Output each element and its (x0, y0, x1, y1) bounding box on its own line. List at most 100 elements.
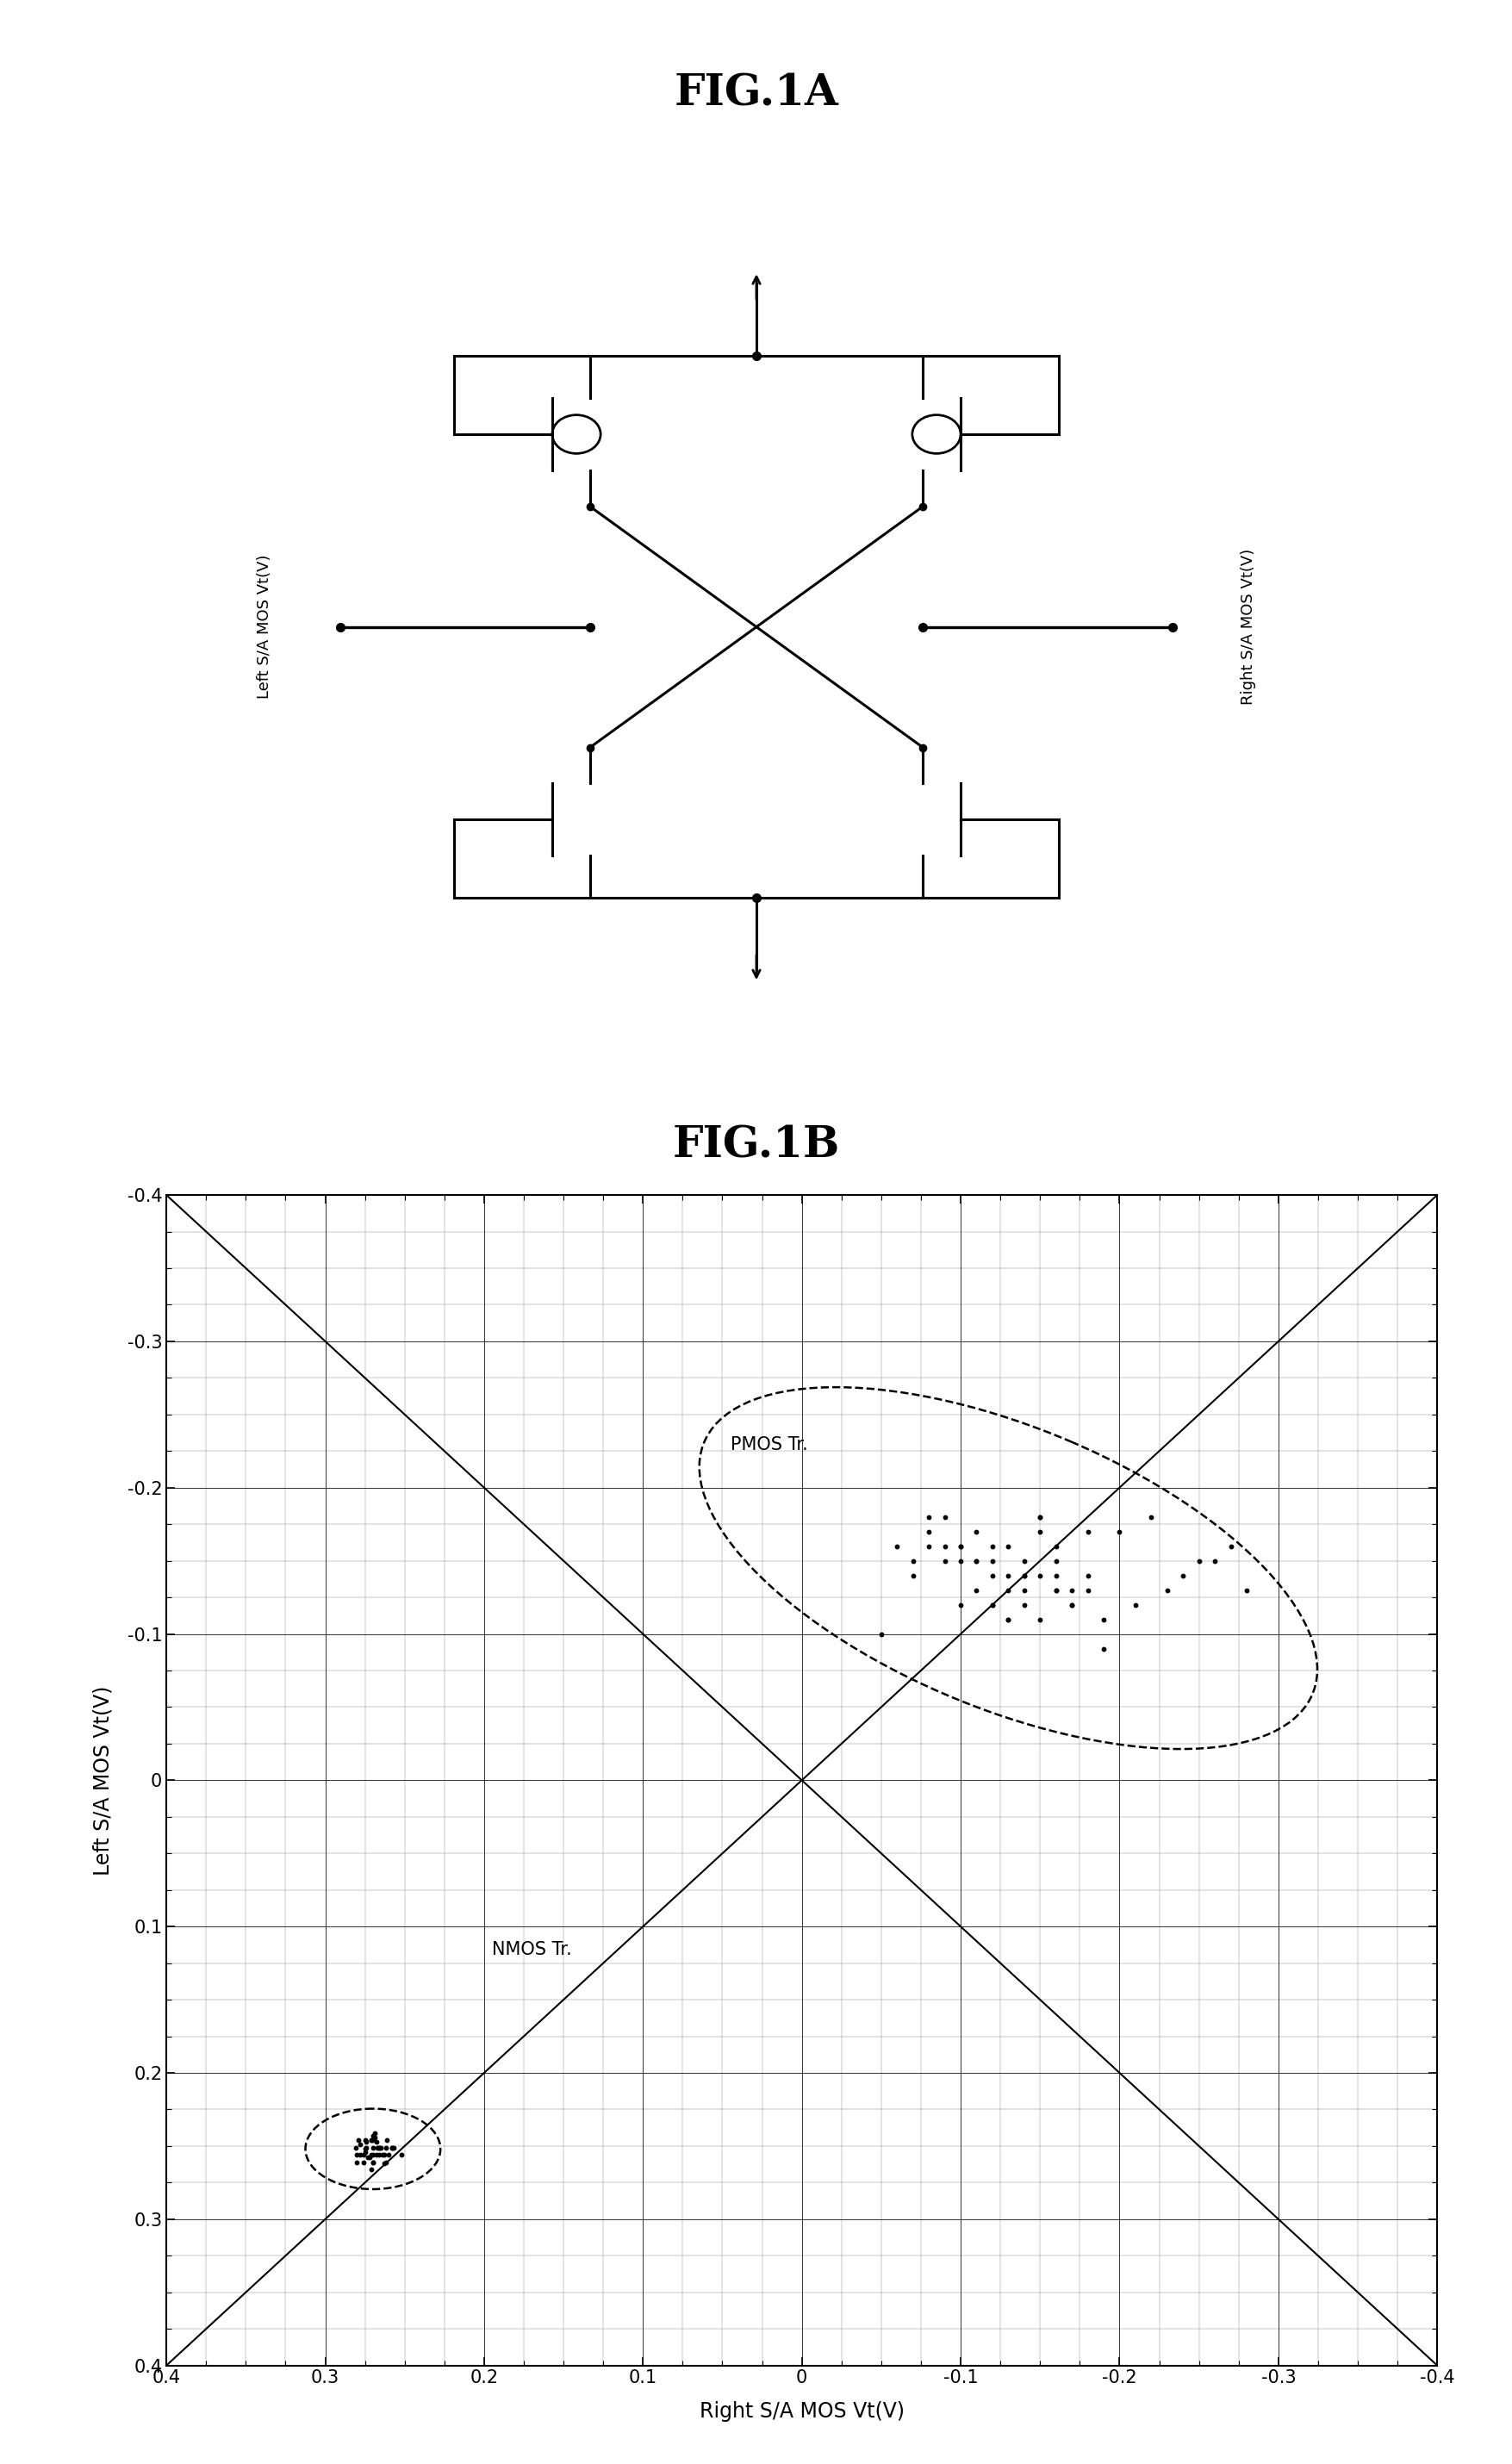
Point (348, 2124, 372, 2163)
Point (980, 1540, 1004, 1579)
Point (363, 2117, 387, 2156)
Point (1170, 1555, 1194, 1594)
Point (364, 2134, 389, 2176)
Point (354, 2129, 378, 2168)
Text: PMOS Tr.: PMOS Tr. (730, 1437, 807, 1454)
Point (360, 2117, 384, 2156)
Point (366, 2129, 390, 2168)
Point (1012, 1584, 1036, 1624)
Point (980, 1528, 1004, 1567)
Text: NMOS Tr.: NMOS Tr. (491, 1942, 572, 1959)
Point (1043, 1570, 1067, 1609)
Point (1028, 1555, 1052, 1594)
Point (996, 1528, 1021, 1567)
Point (1043, 1570, 1067, 1609)
Point (1028, 1599, 1052, 1639)
Text: Left S/A MOS Vt(V): Left S/A MOS Vt(V) (257, 554, 272, 700)
Point (351, 2141, 375, 2181)
Point (360, 2134, 384, 2176)
Point (1043, 1528, 1067, 1567)
Point (369, 2129, 393, 2168)
Point (355, 2139, 380, 2178)
Point (358, 2149, 383, 2188)
Point (965, 1540, 989, 1579)
Point (351, 2134, 375, 2176)
Point (364, 2122, 389, 2161)
Point (358, 2134, 383, 2176)
Point (980, 1584, 1004, 1624)
Point (996, 1555, 1021, 1594)
Point (358, 2122, 383, 2161)
Point (1060, 1584, 1084, 1624)
Point (1075, 1570, 1099, 1609)
Point (360, 2122, 384, 2161)
Point (345, 2134, 369, 2176)
Point (1107, 1513, 1131, 1552)
Text: FIG.1A: FIG.1A (674, 74, 838, 116)
Point (948, 1528, 972, 1567)
Point (367, 2129, 392, 2168)
Point (373, 2141, 398, 2181)
Point (1219, 1528, 1243, 1567)
Point (357, 2139, 381, 2178)
Point (346, 2122, 370, 2161)
Point (1028, 1498, 1052, 1538)
Point (367, 2129, 392, 2168)
Point (372, 2144, 396, 2183)
Point (885, 1528, 909, 1567)
Point (343, 2129, 367, 2168)
Point (1187, 1540, 1211, 1579)
Point (1075, 1513, 1099, 1552)
Point (1012, 1540, 1036, 1579)
Point (965, 1513, 989, 1552)
X-axis label: Right S/A MOS Vt(V): Right S/A MOS Vt(V) (699, 2402, 904, 2422)
Point (1139, 1498, 1163, 1538)
Point (358, 2122, 383, 2161)
Point (363, 2114, 387, 2154)
Point (1060, 1584, 1084, 1624)
Text: Right S/A MOS Vt(V): Right S/A MOS Vt(V) (1240, 549, 1255, 705)
Point (1155, 1570, 1179, 1609)
Point (345, 2141, 369, 2181)
Point (352, 2131, 376, 2171)
Y-axis label: Left S/A MOS Vt(V): Left S/A MOS Vt(V) (92, 1685, 113, 1875)
Point (381, 2129, 405, 2168)
Point (370, 2134, 395, 2176)
Point (1012, 1570, 1036, 1609)
Point (1075, 1555, 1099, 1594)
Point (1122, 1584, 1148, 1624)
Point (360, 2141, 384, 2181)
Point (1234, 1570, 1258, 1609)
Point (380, 2129, 404, 2168)
Point (901, 1555, 925, 1594)
Point (360, 2141, 384, 2181)
Point (980, 1555, 1004, 1594)
Point (375, 2122, 399, 2161)
Point (965, 1540, 989, 1579)
Point (996, 1599, 1021, 1639)
Point (1092, 1599, 1116, 1639)
Point (352, 2129, 376, 2168)
Point (1202, 1540, 1226, 1579)
Point (348, 2134, 372, 2176)
Point (1012, 1555, 1036, 1594)
Point (354, 2122, 378, 2161)
Point (360, 2129, 384, 2168)
Point (931, 1498, 957, 1538)
Point (948, 1528, 972, 1567)
Point (1043, 1555, 1067, 1594)
Point (948, 1584, 972, 1624)
Point (380, 2129, 404, 2168)
Point (868, 1614, 892, 1653)
Point (1092, 1629, 1116, 1668)
Point (1060, 1570, 1084, 1609)
Point (1028, 1513, 1052, 1552)
Point (1028, 1498, 1052, 1538)
Point (916, 1498, 940, 1538)
Point (996, 1570, 1021, 1609)
Point (931, 1528, 957, 1567)
Point (980, 1584, 1004, 1624)
Point (916, 1528, 940, 1567)
Point (352, 2122, 376, 2161)
Point (372, 2134, 396, 2176)
